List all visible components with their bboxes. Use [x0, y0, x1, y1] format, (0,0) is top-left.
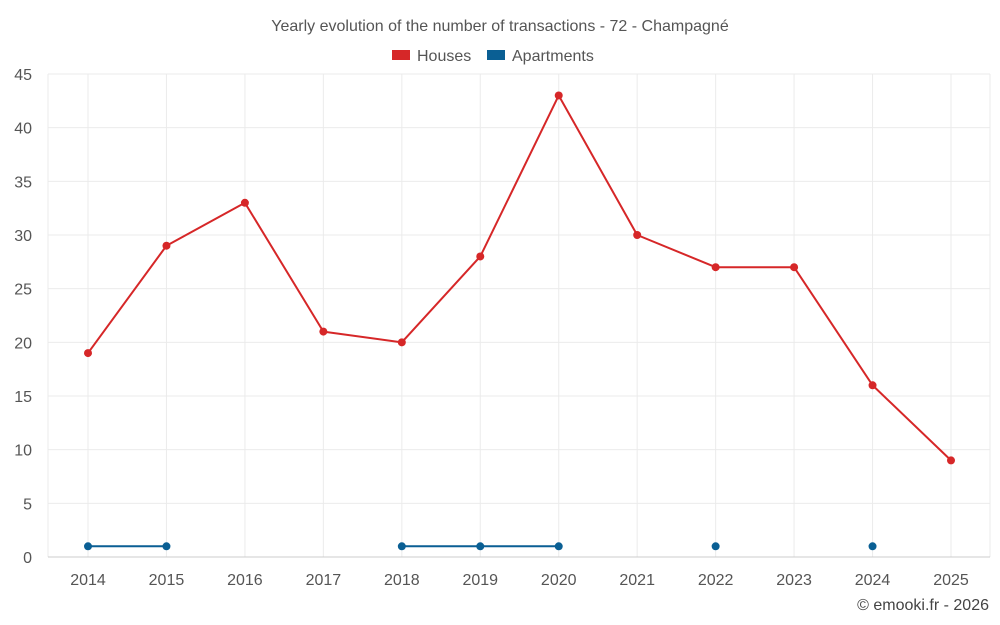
houses-point[interactable]: [711, 263, 720, 272]
apartments-point[interactable]: [84, 542, 92, 551]
y-tick-label: 5: [23, 496, 32, 513]
houses-line-segment: [793, 266, 874, 387]
x-tick-label: 2021: [619, 572, 655, 589]
credit-text: © emooki.fr - 2026: [857, 597, 989, 614]
x-axis: 2014 2015 2016 2017 2018 2019 2020 2021 2022 2023…: [48, 556, 990, 589]
y-tick-label: 40: [14, 121, 32, 138]
houses-point[interactable]: [554, 91, 563, 100]
x-tick-label: 2017: [306, 572, 342, 589]
legend-swatch-houses[interactable]: [392, 50, 410, 60]
y-tick-label: 20: [14, 335, 32, 352]
houses-point[interactable]: [397, 338, 406, 347]
apartments-point[interactable]: [554, 542, 563, 551]
y-tick-label: 25: [14, 282, 32, 299]
y-tick-label: 35: [14, 174, 32, 191]
houses-line-segment: [87, 244, 168, 355]
y-tick-label: 15: [14, 389, 32, 406]
houses-line-segment: [871, 384, 952, 462]
houses-point[interactable]: [947, 456, 955, 465]
chart-title: Yearly evolution of the number of transa…: [271, 18, 729, 35]
houses-point[interactable]: [476, 252, 485, 261]
houses-point[interactable]: [868, 381, 877, 390]
houses-point[interactable]: [84, 349, 92, 358]
apartments-point[interactable]: [868, 542, 877, 551]
houses-line-segment: [557, 94, 639, 236]
legend-label-houses[interactable]: Houses: [417, 48, 471, 65]
houses-point[interactable]: [319, 327, 328, 336]
series-apartments: [84, 542, 877, 551]
x-tick-label: 2022: [698, 572, 734, 589]
apartments-point[interactable]: [162, 542, 171, 551]
houses-point[interactable]: [162, 241, 171, 250]
apartments-point[interactable]: [476, 542, 485, 551]
y-axis: 0 5 10 15 20 25 30 35 40 45: [14, 67, 32, 567]
series: [84, 91, 955, 551]
houses-line-segment: [165, 201, 246, 247]
houses-point[interactable]: [633, 231, 642, 239]
legend-label-apartments[interactable]: Apartments: [512, 48, 594, 65]
series-houses: [84, 91, 955, 465]
x-tick-label: 2024: [855, 572, 891, 589]
apartments-point[interactable]: [397, 542, 406, 551]
x-tick-label: 2014: [70, 572, 106, 589]
houses-point[interactable]: [790, 263, 799, 272]
houses-point[interactable]: [240, 198, 249, 207]
houses-line-segment: [243, 201, 325, 333]
legend-swatch-apartments[interactable]: [487, 50, 505, 60]
legend: Houses Apartments: [392, 48, 594, 65]
x-tick-label: 2015: [149, 572, 185, 589]
y-tick-label: 0: [23, 550, 32, 567]
x-tick-label: 2016: [227, 572, 263, 589]
x-tick-label: 2023: [776, 572, 812, 589]
grid: [47, 73, 991, 557]
houses-line-segment: [400, 255, 482, 344]
houses-line-segment: [322, 330, 403, 344]
houses-line-segment: [636, 234, 717, 269]
x-tick-label: 2020: [541, 572, 577, 589]
x-tick-label: 2025: [933, 572, 969, 589]
x-tick-label: 2018: [384, 572, 420, 589]
y-tick-label: 30: [14, 228, 32, 245]
houses-line-segment: [479, 94, 560, 258]
y-tick-label: 10: [14, 443, 32, 460]
apartments-point[interactable]: [711, 542, 720, 551]
x-tick-label: 2019: [462, 572, 498, 589]
y-tick-label: 45: [14, 67, 32, 84]
